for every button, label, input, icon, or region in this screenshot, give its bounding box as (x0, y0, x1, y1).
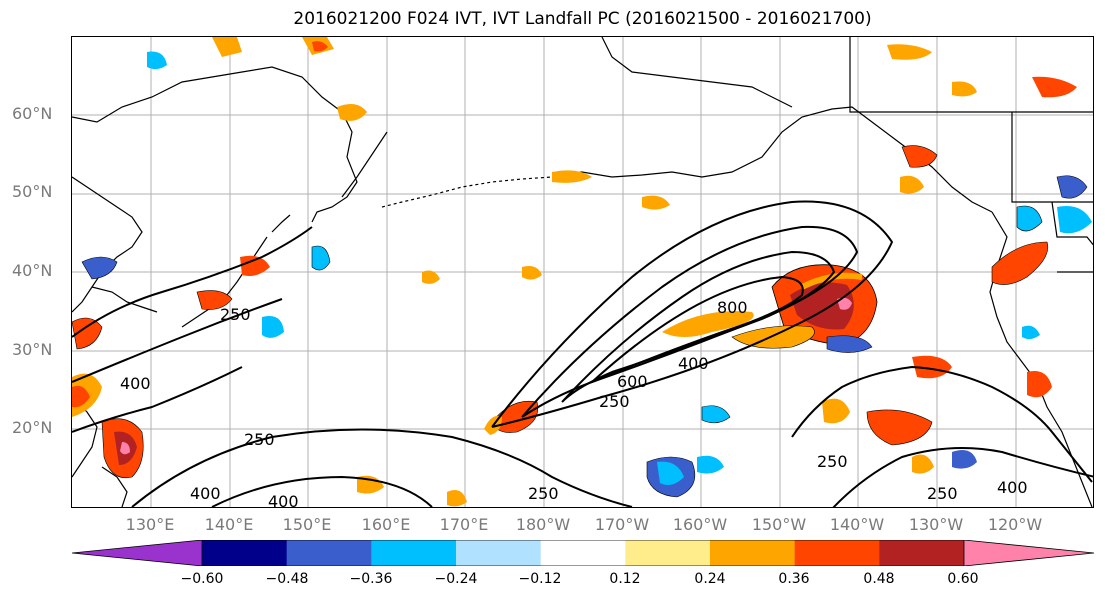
lon-label-170w: 170°W (594, 515, 650, 534)
colorbar-tick: −0.12 (518, 571, 562, 587)
colorbar-tick: −0.24 (434, 571, 478, 587)
lon-label-150w: 150°W (751, 515, 807, 534)
lon-label-140w: 140°W (829, 515, 885, 534)
contour-label: 400 (120, 374, 151, 393)
colorbar-segment (456, 540, 542, 566)
colorbar-tick: −0.60 (180, 571, 224, 587)
contour-label: 250 (528, 484, 559, 503)
colorbar-segment (710, 540, 796, 566)
lon-label-160e: 160°E (361, 515, 411, 534)
lat-label-50n: 50°N (12, 182, 53, 201)
colorbar-tick: 0.12 (609, 571, 641, 587)
colorbar-segment (540, 540, 626, 566)
graticule (72, 37, 1093, 507)
colorbar-tick: −0.36 (349, 571, 393, 587)
contour-label: 250 (599, 392, 630, 411)
colorbar-segment (879, 540, 965, 566)
lon-label-180w: 180°W (515, 515, 571, 534)
contour-label: 250 (927, 484, 958, 503)
contour-label: 250 (220, 305, 251, 324)
contour-label: 800 (717, 298, 748, 317)
lat-label-40n: 40°N (12, 261, 53, 280)
colorbar-extend-left (72, 540, 202, 566)
map-panel: 250 400 250 400 400 250 250 400 600 800 … (71, 36, 1094, 508)
colorbar-tick: 0.48 (863, 571, 895, 587)
contour-label: 600 (617, 372, 648, 391)
contour-label: 400 (190, 484, 221, 503)
lon-label-150e: 150°E (282, 515, 332, 534)
map-canvas: 250 400 250 400 400 250 250 400 600 800 … (72, 37, 1093, 508)
colorbar (71, 540, 1095, 566)
colorbar-tick: 0.24 (694, 571, 726, 587)
lon-label-130w: 130°W (908, 515, 964, 534)
colorbar-segment (202, 540, 288, 566)
contour-label: 250 (817, 452, 848, 471)
lat-label-30n: 30°N (12, 340, 53, 359)
lat-label-60n: 60°N (12, 104, 53, 123)
colorbar-tick: 0.60 (947, 571, 979, 587)
lat-label-20n: 20°N (12, 418, 53, 437)
lon-label-160w: 160°W (672, 515, 728, 534)
colorbar-segment (625, 540, 711, 566)
contour-label: 400 (268, 492, 299, 508)
ivt-contours (72, 200, 1093, 507)
colorbar-tick: 0.36 (778, 571, 810, 587)
colorbar-extend-right (964, 540, 1094, 566)
lon-label-140e: 140°E (204, 515, 254, 534)
colorbar-segment (371, 540, 457, 566)
colorbar-segment (286, 540, 372, 566)
contour-label: 250 (244, 430, 275, 449)
lon-label-120w: 120°W (987, 515, 1043, 534)
contour-labels: 250 400 250 400 400 250 250 400 600 800 … (120, 298, 1028, 508)
colorbar-tick: −0.48 (265, 571, 309, 587)
lon-label-130e: 130°E (125, 515, 175, 534)
map-title: 2016021200 F024 IVT, IVT Landfall PC (20… (293, 9, 872, 29)
colorbar-segment (794, 540, 880, 566)
contour-label: 400 (997, 478, 1028, 497)
contour-label: 400 (678, 354, 709, 373)
lon-label-170e: 170°E (439, 515, 489, 534)
